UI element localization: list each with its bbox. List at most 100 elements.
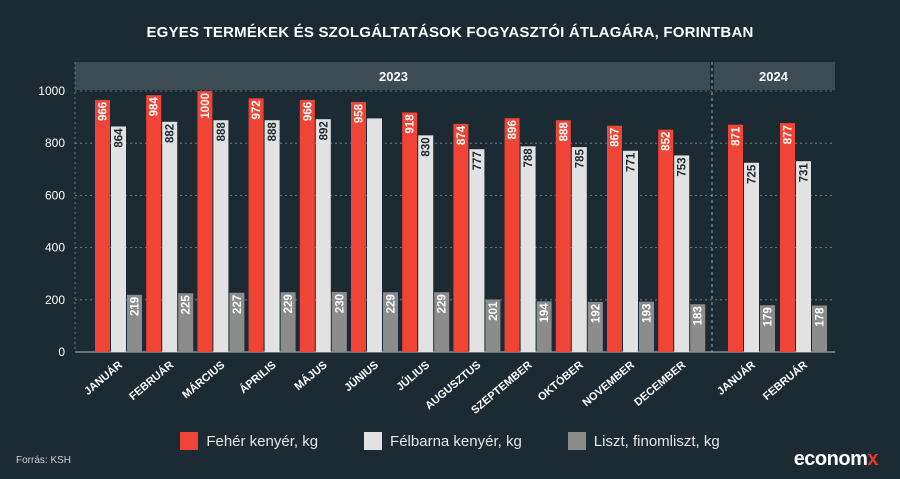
- legend-swatch-white-bread: [180, 432, 199, 450]
- year-label-2024: 2024: [759, 69, 789, 84]
- brand-logo-accent: x: [867, 448, 878, 470]
- bar-semi-brown-bread: [111, 126, 126, 352]
- data-label-flour: 229: [283, 294, 295, 313]
- x-tick-label: JANUÁR: [714, 358, 758, 397]
- brand-logo-text: econom: [793, 448, 868, 470]
- bar-flour: [690, 304, 706, 352]
- data-label-white-bread: 852: [661, 132, 673, 151]
- data-label-white-bread: 867: [610, 128, 622, 147]
- year-band-2024: [714, 62, 835, 90]
- data-label-semi-brown-bread: 753: [677, 157, 689, 176]
- bar-semi-brown-bread: [162, 121, 178, 352]
- y-tick-label: 400: [45, 241, 65, 255]
- bar-white-bread: [453, 123, 469, 352]
- data-label-white-bread: 871: [731, 126, 743, 146]
- data-label-white-bread: 966: [302, 102, 314, 121]
- data-label-white-bread: 888: [558, 122, 570, 142]
- data-label-white-bread: 918: [405, 114, 417, 134]
- y-tick-label: 1000: [38, 84, 65, 98]
- legend-label-white-bread: Fehér kenyér, kg: [206, 432, 319, 450]
- bar-semi-brown-bread: [623, 150, 638, 352]
- x-tick-label: JÚNIUS: [342, 358, 381, 394]
- bar-flour: [587, 301, 603, 352]
- bar-flour: [331, 291, 347, 352]
- source-note: Forrás: KSH: [16, 455, 72, 466]
- data-label-flour: 229: [386, 294, 398, 313]
- year-band-2023: [75, 62, 710, 90]
- bar-semi-brown-bread: [469, 149, 485, 352]
- legend-label-flour: Liszt, finomliszt, kg: [593, 432, 720, 450]
- data-label-flour: 183: [693, 306, 705, 325]
- bar-white-bread: [658, 129, 674, 352]
- data-label-flour: 194: [539, 303, 551, 323]
- data-label-white-bread: 1000: [200, 93, 212, 119]
- bar-white-bread: [402, 112, 418, 352]
- bar-flour: [485, 299, 501, 352]
- x-tick-label: JÚLIUS: [394, 358, 432, 393]
- bar-flour: [812, 305, 827, 352]
- legend-item-flour: Liszt, finomliszt, kg: [567, 432, 720, 450]
- data-label-white-bread: 966: [98, 102, 110, 121]
- y-tick-label: 200: [45, 293, 65, 307]
- data-label-white-bread: 874: [456, 125, 468, 145]
- x-tick-label: DECEMBER: [632, 359, 688, 409]
- bar-white-bread: [351, 101, 366, 352]
- bar-semi-brown-bread: [674, 155, 690, 352]
- data-label-flour: 227: [232, 295, 244, 314]
- data-label-flour: 193: [642, 304, 654, 323]
- bar-white-bread: [780, 123, 795, 352]
- bar-white-bread: [146, 95, 162, 353]
- bar-flour: [536, 301, 552, 352]
- bar-flour: [639, 301, 654, 352]
- y-tick-label: 0: [58, 345, 65, 359]
- bar-white-bread: [299, 99, 315, 353]
- data-label-flour: 179: [763, 307, 775, 326]
- x-tick-label: FEBRUÁR: [127, 358, 177, 403]
- x-tick-label: MÁRCIUS: [180, 358, 228, 401]
- x-tick-label: MÁJUS: [292, 358, 330, 393]
- legend-label-semi-brown-bread: Félbarna kenyér, kg: [390, 432, 522, 450]
- data-label-semi-brown-bread: 788: [523, 148, 535, 168]
- bar-semi-brown-bread: [796, 161, 811, 352]
- data-label-flour: 225: [181, 295, 193, 315]
- bar-white-bread: [95, 99, 110, 353]
- chart-title: EGYES TERMÉKEK ÉS SZOLGÁLTATÁSOK FOGYASZ…: [146, 24, 754, 41]
- bar-flour: [760, 305, 775, 352]
- bar-flour: [127, 294, 142, 352]
- data-label-semi-brown-bread: 830: [421, 137, 433, 156]
- data-label-white-bread: 877: [783, 125, 795, 144]
- bar-flour: [383, 292, 398, 352]
- bar-flour: [434, 292, 450, 352]
- bar-white-bread: [504, 118, 520, 352]
- data-label-flour: 230: [334, 294, 346, 313]
- bar-semi-brown-bread: [520, 146, 536, 352]
- data-label-white-bread: 896: [507, 120, 519, 139]
- data-label-semi-brown-bread: 882: [165, 124, 177, 143]
- data-label-flour: 178: [815, 307, 827, 327]
- data-label-semi-brown-bread: 731: [799, 163, 811, 183]
- bar-white-bread: [248, 98, 264, 352]
- bar-white-bread: [728, 124, 743, 352]
- data-label-semi-brown-bread: 777: [472, 151, 484, 170]
- bar-semi-brown-bread: [367, 118, 382, 352]
- x-tick-label: JANUÁR: [81, 358, 125, 397]
- bar-white-bread: [197, 91, 213, 352]
- data-label-flour: 192: [590, 304, 602, 323]
- bar-semi-brown-bread: [264, 120, 280, 353]
- data-label-flour: 229: [437, 294, 449, 313]
- data-label-semi-brown-bread: 892: [318, 121, 330, 140]
- data-label-semi-brown-bread: 888: [267, 122, 279, 142]
- x-tick-label: NOVEMBER: [581, 359, 637, 409]
- data-label-semi-brown-bread: 785: [574, 149, 586, 169]
- bar-flour: [280, 292, 296, 352]
- bar-semi-brown-bread: [315, 119, 331, 352]
- x-tick-label: ÁPRILIS: [237, 358, 279, 396]
- bar-white-bread: [555, 120, 571, 353]
- bar-semi-brown-bread: [418, 135, 434, 352]
- x-tick-label: OKTÓBER: [535, 358, 586, 403]
- data-label-white-bread: 958: [354, 103, 366, 123]
- bar-white-bread: [607, 125, 622, 352]
- legend-item-white-bread: Fehér kenyér, kg: [180, 432, 318, 450]
- y-tick-label: 800: [45, 136, 65, 150]
